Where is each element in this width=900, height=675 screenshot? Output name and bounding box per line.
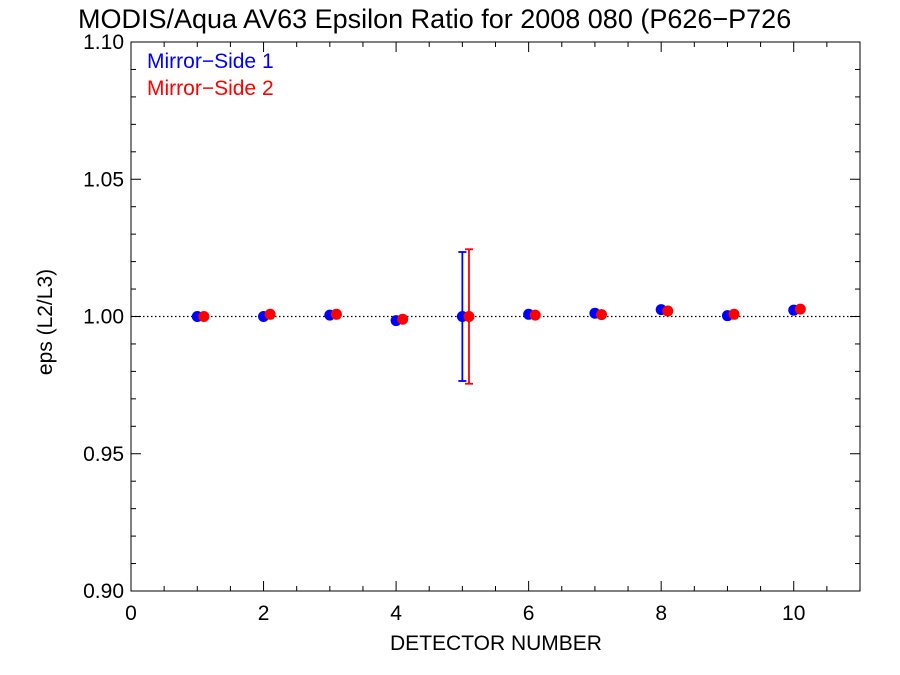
axes: 0 2 4 6 8 10 0.90 0.95 1.00 1.05 1.10: [83, 31, 861, 625]
y-tick-label: 1.10: [83, 31, 124, 54]
data-point-series-2: [463, 311, 475, 322]
data-point-series-2: [198, 311, 210, 322]
data-point-series-2: [596, 309, 608, 321]
legend-entry-series-2: Mirror−Side 2: [147, 77, 274, 100]
data-point-series-2: [330, 308, 342, 320]
x-tick-label: 6: [523, 602, 535, 625]
data-point-series-2: [662, 305, 674, 317]
x-axis-label: DETECTOR NUMBER: [390, 632, 602, 655]
data-points: [191, 303, 806, 327]
x-tick-label: 8: [655, 602, 667, 625]
data-point-series-2: [264, 308, 276, 320]
data-point-series-2: [728, 308, 740, 320]
y-tick-label: 1.00: [83, 306, 124, 329]
data-point-series-2: [529, 309, 541, 321]
y-tick-label: 1.05: [83, 168, 124, 191]
data-point-series-2: [794, 303, 806, 315]
x-tick-label: 4: [390, 602, 402, 625]
x-tick-label: 0: [125, 602, 137, 625]
legend-entry-series-1: Mirror−Side 1: [147, 50, 274, 73]
y-axis-label: eps (L2/L3): [34, 269, 57, 375]
legend: Mirror−Side 1 Mirror−Side 2: [147, 50, 274, 100]
y-tick-label: 0.90: [83, 580, 124, 603]
data-point-series-2: [397, 313, 409, 325]
x-tick-label: 10: [782, 602, 805, 625]
x-tick-label: 2: [258, 602, 270, 625]
y-tick-label: 0.95: [83, 443, 124, 466]
chart-title: MODIS/Aqua AV63 Epsilon Ratio for 2008 0…: [78, 4, 791, 34]
